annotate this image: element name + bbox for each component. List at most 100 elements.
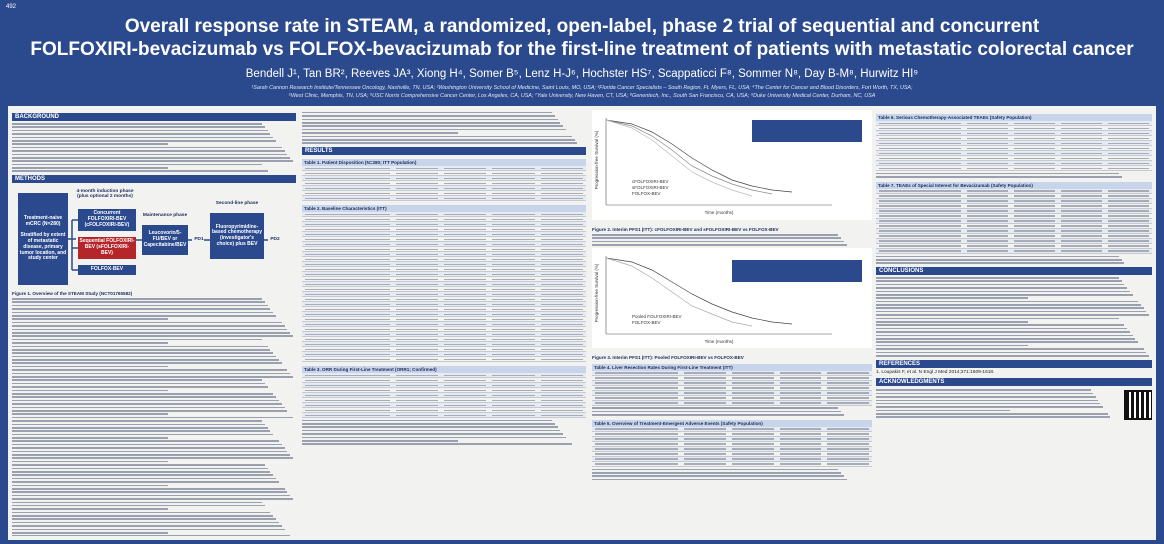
table-cell <box>492 278 535 280</box>
table-cell <box>305 263 390 265</box>
table-cell <box>540 293 583 295</box>
text-line <box>12 457 294 460</box>
text-line <box>876 297 1028 299</box>
table-cell <box>492 192 535 194</box>
text-line <box>12 535 291 536</box>
table-cell <box>1014 142 1055 145</box>
table-cell <box>540 389 583 391</box>
table-cell <box>779 377 822 379</box>
table-cell <box>879 235 961 237</box>
table-cell <box>305 253 390 255</box>
table-cell <box>684 443 726 445</box>
table-cell <box>305 389 390 391</box>
table-cell <box>879 215 961 217</box>
column: BACKGROUND METHODS Treatment-naive mCRC … <box>12 110 296 536</box>
table-cell <box>1108 122 1149 125</box>
text-line <box>876 276 1119 279</box>
table-row <box>876 121 1152 126</box>
text-line <box>302 142 578 144</box>
stats-box <box>752 120 862 142</box>
legend-text: FOLFOX-BEV <box>632 191 661 196</box>
table-cell <box>732 433 774 435</box>
table-cell <box>492 384 535 386</box>
text-line <box>12 348 271 351</box>
table-cell <box>1014 122 1055 125</box>
text-line <box>592 240 844 243</box>
text-line <box>12 133 271 135</box>
table-cell <box>492 379 535 381</box>
table-cell <box>732 392 774 394</box>
table-cell <box>540 197 583 199</box>
table-cell <box>1108 137 1149 140</box>
table-row <box>876 151 1152 156</box>
km-curve <box>605 119 773 195</box>
text-line <box>876 402 1101 405</box>
table-cell <box>444 243 487 245</box>
table-row <box>302 257 586 262</box>
table-cell <box>395 358 438 360</box>
text-line <box>876 344 1028 347</box>
legend-text: Pooled FOLFOXIRI-BEV <box>632 314 682 319</box>
table-cell <box>444 293 487 295</box>
text-line <box>302 423 555 425</box>
text-line <box>12 338 262 341</box>
table-cell <box>967 122 1008 125</box>
table-cell <box>540 358 583 360</box>
table-cell <box>305 197 390 199</box>
table-cell <box>305 409 390 411</box>
text-line <box>12 440 279 443</box>
table-cell <box>305 172 390 174</box>
table-row <box>302 171 586 176</box>
table-cell <box>1061 235 1102 237</box>
table-cell <box>395 283 438 285</box>
table-cell <box>444 258 487 260</box>
legend-text: FOLFOX-BEV <box>632 320 661 325</box>
table-cell <box>540 318 583 320</box>
table-cell <box>444 333 487 335</box>
table-cell <box>444 213 487 215</box>
text-line <box>12 474 274 476</box>
table-cell <box>492 243 535 245</box>
table-cell <box>395 348 438 350</box>
table-cell <box>492 353 535 355</box>
table-cell <box>879 157 961 160</box>
text-line <box>302 111 552 114</box>
text-block <box>302 419 586 446</box>
table-cell <box>779 382 822 384</box>
table-row <box>302 398 586 403</box>
table <box>302 211 586 362</box>
table-cell <box>732 387 774 389</box>
table-cell <box>540 379 583 381</box>
table-row <box>302 337 586 342</box>
table-cell <box>1061 190 1102 192</box>
table-cell <box>540 328 583 330</box>
text-line <box>302 436 567 439</box>
table-cell <box>305 177 390 179</box>
table-row <box>302 281 586 287</box>
table-cell <box>492 182 535 184</box>
table-cell <box>879 220 961 222</box>
column: RESULTS Table 1. Patient Disposition (N=… <box>302 110 586 536</box>
table-cell <box>395 218 438 220</box>
table-cell <box>305 187 390 189</box>
table-cell <box>967 220 1008 222</box>
text-line <box>12 396 277 398</box>
section-header: REFERENCES <box>876 359 1152 368</box>
table-row <box>302 221 586 227</box>
text-line <box>12 450 288 453</box>
text-line <box>876 396 1096 398</box>
table-cell <box>444 343 487 345</box>
text-line <box>592 410 842 413</box>
text-line <box>876 416 1111 419</box>
table-cell <box>684 397 726 399</box>
table-cell <box>492 177 535 179</box>
text-line <box>12 484 169 487</box>
table-cell <box>444 177 487 179</box>
table-cell <box>732 453 774 455</box>
text-line <box>12 156 291 159</box>
text-line <box>12 163 262 166</box>
table-cell <box>1061 152 1102 155</box>
table-title: Table 1. Patient Disposition (N=280; ITT… <box>302 158 586 166</box>
table-cell <box>492 248 535 250</box>
text-line <box>12 362 282 365</box>
